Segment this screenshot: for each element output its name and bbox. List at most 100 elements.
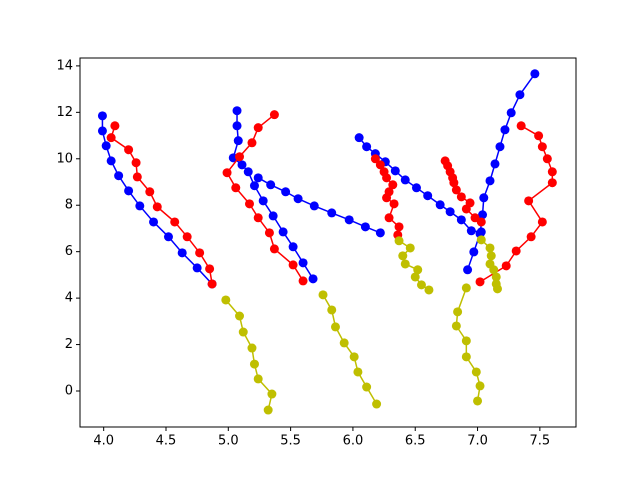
point: [233, 136, 243, 146]
point: [501, 261, 511, 271]
point: [232, 121, 242, 131]
point: [490, 159, 500, 169]
point: [170, 217, 180, 227]
point: [500, 125, 510, 135]
point: [132, 172, 142, 182]
point: [318, 290, 328, 300]
point: [398, 251, 408, 261]
point: [375, 160, 385, 170]
point: [524, 196, 534, 206]
point: [405, 243, 415, 253]
point: [390, 166, 400, 176]
point: [382, 193, 392, 203]
point: [476, 217, 486, 227]
series-line: [225, 299, 273, 411]
point: [362, 142, 372, 152]
point: [410, 272, 420, 282]
point: [298, 258, 308, 268]
point: [453, 307, 463, 317]
point: [330, 322, 340, 332]
point: [269, 110, 279, 120]
point: [267, 389, 277, 399]
point: [515, 90, 525, 100]
point: [489, 265, 499, 275]
point: [249, 181, 259, 191]
point: [253, 123, 263, 133]
point: [478, 210, 488, 220]
point: [400, 175, 410, 185]
point: [244, 199, 254, 209]
point: [205, 264, 215, 274]
point: [293, 194, 303, 204]
point: [400, 259, 410, 269]
point: [463, 265, 473, 275]
y-tick-label: 0: [65, 384, 73, 399]
point: [485, 243, 495, 253]
point: [471, 367, 481, 377]
x-tick-label: 6.5: [405, 434, 426, 449]
point: [106, 133, 116, 143]
point: [266, 180, 276, 190]
point: [152, 202, 162, 212]
point: [243, 167, 253, 177]
point: [106, 156, 116, 166]
point: [231, 183, 241, 193]
point: [269, 244, 279, 254]
point: [485, 176, 495, 186]
point: [195, 248, 205, 258]
point: [537, 217, 547, 227]
point: [416, 280, 426, 290]
point: [268, 211, 278, 221]
point: [511, 246, 521, 256]
point: [375, 228, 385, 238]
point: [263, 405, 273, 415]
point: [516, 121, 526, 131]
point: [247, 138, 257, 148]
point: [372, 399, 382, 409]
point: [309, 201, 319, 211]
point: [238, 327, 248, 337]
plot-frame: [79, 57, 577, 428]
point: [475, 277, 485, 287]
point: [461, 336, 471, 346]
x-tick-label: 6.0: [343, 434, 364, 449]
point: [97, 126, 107, 136]
series-line: [101, 115, 213, 285]
point: [388, 180, 398, 190]
point: [308, 274, 318, 284]
point: [360, 222, 370, 232]
point: [232, 106, 242, 116]
point: [177, 248, 187, 258]
point: [491, 272, 501, 282]
point: [389, 199, 399, 209]
point: [288, 260, 298, 270]
point: [101, 141, 111, 151]
point: [124, 145, 134, 155]
point: [461, 204, 471, 214]
point: [413, 265, 423, 275]
y-tick-label: 14: [56, 58, 73, 73]
y-tick-label: 10: [56, 151, 73, 166]
y-tick-label: 12: [56, 105, 73, 120]
y-tick-label: 6: [65, 244, 73, 259]
point: [354, 133, 364, 143]
point: [163, 232, 173, 242]
point: [537, 142, 547, 152]
point: [469, 247, 479, 257]
point: [145, 187, 155, 197]
point: [547, 167, 557, 177]
point: [110, 121, 120, 131]
point: [473, 396, 483, 406]
point: [327, 208, 337, 218]
point: [475, 381, 485, 391]
point: [362, 382, 372, 392]
point: [423, 191, 433, 201]
point: [534, 131, 544, 141]
x-tick-label: 4.5: [156, 434, 177, 449]
point: [451, 185, 461, 195]
point: [149, 217, 159, 227]
point: [461, 352, 471, 362]
point: [370, 154, 380, 164]
point: [449, 178, 459, 188]
point: [411, 183, 421, 193]
